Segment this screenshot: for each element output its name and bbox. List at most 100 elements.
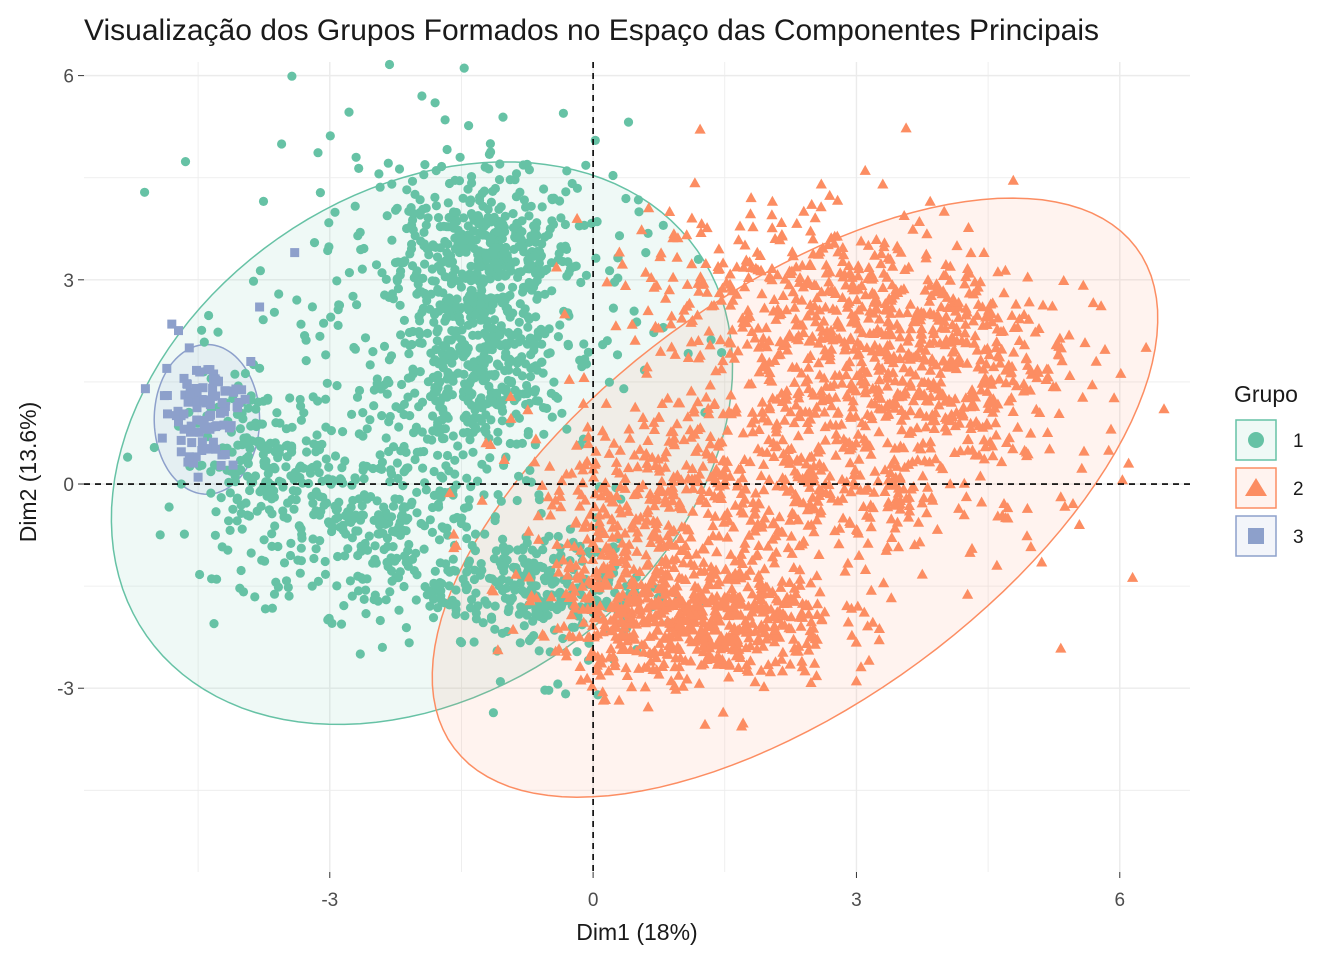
point-group-2 bbox=[718, 454, 730, 465]
point-group-2 bbox=[916, 360, 928, 371]
point-group-1 bbox=[406, 372, 416, 382]
point-group-2 bbox=[614, 503, 626, 514]
point-group-2 bbox=[603, 447, 615, 458]
point-group-2 bbox=[875, 392, 887, 403]
point-group-2 bbox=[700, 391, 712, 402]
point-group-2 bbox=[697, 543, 709, 554]
point-group-1 bbox=[461, 522, 472, 532]
point-group-1 bbox=[464, 495, 474, 505]
point-group-1 bbox=[643, 228, 653, 238]
point-group-1 bbox=[492, 400, 502, 410]
point-group-2 bbox=[582, 438, 594, 449]
point-group-2 bbox=[864, 440, 876, 451]
point-group-1 bbox=[240, 368, 250, 379]
point-group-2 bbox=[786, 547, 798, 558]
point-group-2 bbox=[728, 569, 740, 580]
point-group-1 bbox=[391, 205, 401, 215]
point-group-1 bbox=[536, 357, 547, 367]
point-group-2 bbox=[931, 523, 943, 534]
point-group-2 bbox=[815, 178, 827, 189]
point-group-1 bbox=[523, 561, 533, 572]
point-group-2 bbox=[697, 460, 709, 471]
point-group-2 bbox=[922, 481, 934, 492]
point-group-1 bbox=[500, 211, 510, 221]
point-group-2 bbox=[950, 406, 963, 417]
point-group-1 bbox=[351, 526, 361, 536]
point-group-2 bbox=[709, 510, 721, 521]
point-group-2 bbox=[613, 694, 625, 705]
point-group-1 bbox=[385, 411, 395, 422]
point-group-1 bbox=[533, 396, 544, 406]
point-group-1 bbox=[419, 521, 430, 531]
point-group-1 bbox=[361, 585, 371, 595]
point-group-2 bbox=[837, 256, 849, 266]
point-group-2 bbox=[1013, 313, 1026, 324]
point-group-1 bbox=[458, 428, 468, 438]
point-group-1 bbox=[489, 315, 500, 325]
point-group-2 bbox=[675, 545, 687, 555]
point-group-2 bbox=[690, 445, 702, 456]
point-group-2 bbox=[985, 374, 998, 385]
point-group-1 bbox=[395, 300, 405, 310]
point-group-1 bbox=[448, 376, 458, 386]
point-group-2 bbox=[716, 282, 729, 293]
y-tick-label: 0 bbox=[63, 475, 74, 496]
point-group-1 bbox=[267, 529, 277, 539]
point-group-1 bbox=[259, 535, 269, 545]
point-group-2 bbox=[658, 604, 670, 615]
point-group-1 bbox=[383, 561, 393, 572]
point-group-2 bbox=[918, 307, 930, 318]
point-group-2 bbox=[1025, 427, 1037, 438]
point-group-1 bbox=[472, 476, 483, 486]
point-group-1 bbox=[410, 388, 420, 398]
point-group-1 bbox=[470, 402, 480, 413]
point-group-2 bbox=[563, 373, 575, 384]
point-group-2 bbox=[747, 617, 759, 628]
point-group-2 bbox=[937, 270, 950, 280]
point-group-2 bbox=[882, 367, 894, 378]
point-group-1 bbox=[437, 522, 447, 532]
point-group-1 bbox=[321, 394, 331, 404]
point-group-1 bbox=[495, 282, 506, 292]
point-group-1 bbox=[344, 107, 354, 117]
point-group-2 bbox=[723, 671, 735, 682]
point-group-1 bbox=[319, 318, 329, 328]
point-group-2 bbox=[670, 683, 682, 694]
point-group-1 bbox=[374, 169, 384, 179]
point-group-2 bbox=[734, 220, 746, 231]
point-group-1 bbox=[563, 341, 574, 351]
point-group-2 bbox=[838, 483, 850, 494]
point-group-1 bbox=[123, 452, 133, 462]
point-group-2 bbox=[894, 352, 906, 363]
point-group-1 bbox=[498, 406, 508, 416]
point-group-2 bbox=[801, 638, 813, 648]
point-group-2 bbox=[666, 554, 679, 565]
point-group-2 bbox=[881, 304, 893, 315]
point-group-2 bbox=[622, 505, 635, 516]
point-group-3 bbox=[190, 396, 200, 406]
point-group-1 bbox=[562, 424, 572, 434]
point-group-2 bbox=[651, 515, 663, 526]
point-group-2 bbox=[760, 581, 772, 592]
point-group-2 bbox=[756, 396, 768, 407]
point-group-2 bbox=[1115, 367, 1127, 378]
point-group-2 bbox=[807, 248, 819, 259]
point-group-2 bbox=[903, 491, 915, 502]
point-group-2 bbox=[660, 292, 672, 303]
point-group-1 bbox=[350, 344, 360, 354]
point-group-2 bbox=[852, 600, 864, 611]
point-group-2 bbox=[1079, 337, 1091, 348]
point-group-1 bbox=[485, 139, 495, 149]
point-group-1 bbox=[499, 566, 509, 576]
point-group-2 bbox=[759, 627, 771, 638]
legend-square-icon bbox=[1248, 528, 1264, 544]
point-group-2 bbox=[634, 566, 646, 576]
legend-label-2: 2 bbox=[1293, 479, 1304, 500]
point-group-2 bbox=[743, 529, 755, 540]
point-group-1 bbox=[505, 261, 515, 271]
point-group-2 bbox=[961, 434, 974, 445]
point-group-1 bbox=[432, 336, 442, 346]
point-group-2 bbox=[684, 633, 696, 644]
point-group-2 bbox=[800, 458, 812, 469]
point-group-2 bbox=[959, 318, 972, 329]
